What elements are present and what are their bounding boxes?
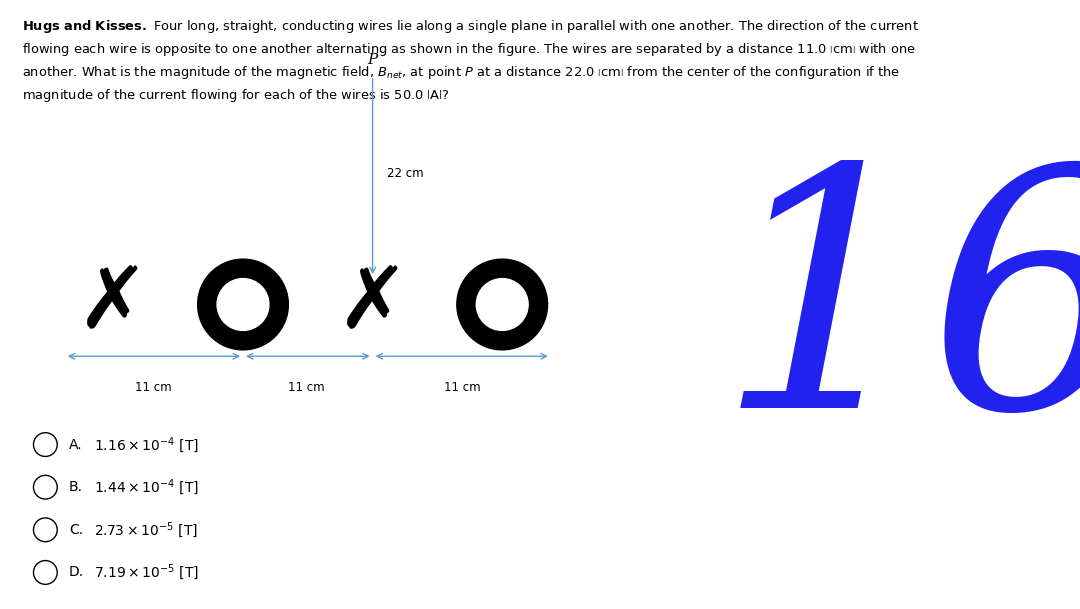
Ellipse shape (217, 278, 269, 331)
Ellipse shape (198, 259, 288, 350)
Text: 16: 16 (717, 155, 1080, 478)
Ellipse shape (476, 278, 528, 331)
Text: $1.16 \times 10^{-4}$ [T]: $1.16 \times 10^{-4}$ [T] (94, 435, 199, 454)
Text: 11 cm: 11 cm (135, 381, 172, 393)
Text: ✗: ✗ (78, 263, 149, 346)
Text: B.: B. (69, 481, 83, 494)
Text: 22 cm: 22 cm (387, 167, 423, 180)
Ellipse shape (457, 259, 548, 350)
Text: D.: D. (69, 566, 84, 579)
Text: $\mathbf{Hugs\ and\ Kisses.}$ Four long, straight, conducting wires lie along a : $\mathbf{Hugs\ and\ Kisses.}$ Four long,… (22, 18, 919, 104)
Text: $2.73 \times 10^{-5}$ [T]: $2.73 \times 10^{-5}$ [T] (94, 520, 198, 540)
Text: 11 cm: 11 cm (288, 381, 325, 393)
Text: $7.19 \times 10^{-5}$ [T]: $7.19 \times 10^{-5}$ [T] (94, 563, 199, 582)
Text: A.: A. (69, 438, 83, 451)
Text: 11 cm: 11 cm (444, 381, 481, 393)
Text: ✗: ✗ (337, 263, 408, 346)
Text: $1.44 \times 10^{-4}$ [T]: $1.44 \times 10^{-4}$ [T] (94, 477, 199, 497)
Text: P: P (367, 53, 378, 67)
Text: C.: C. (69, 523, 83, 537)
